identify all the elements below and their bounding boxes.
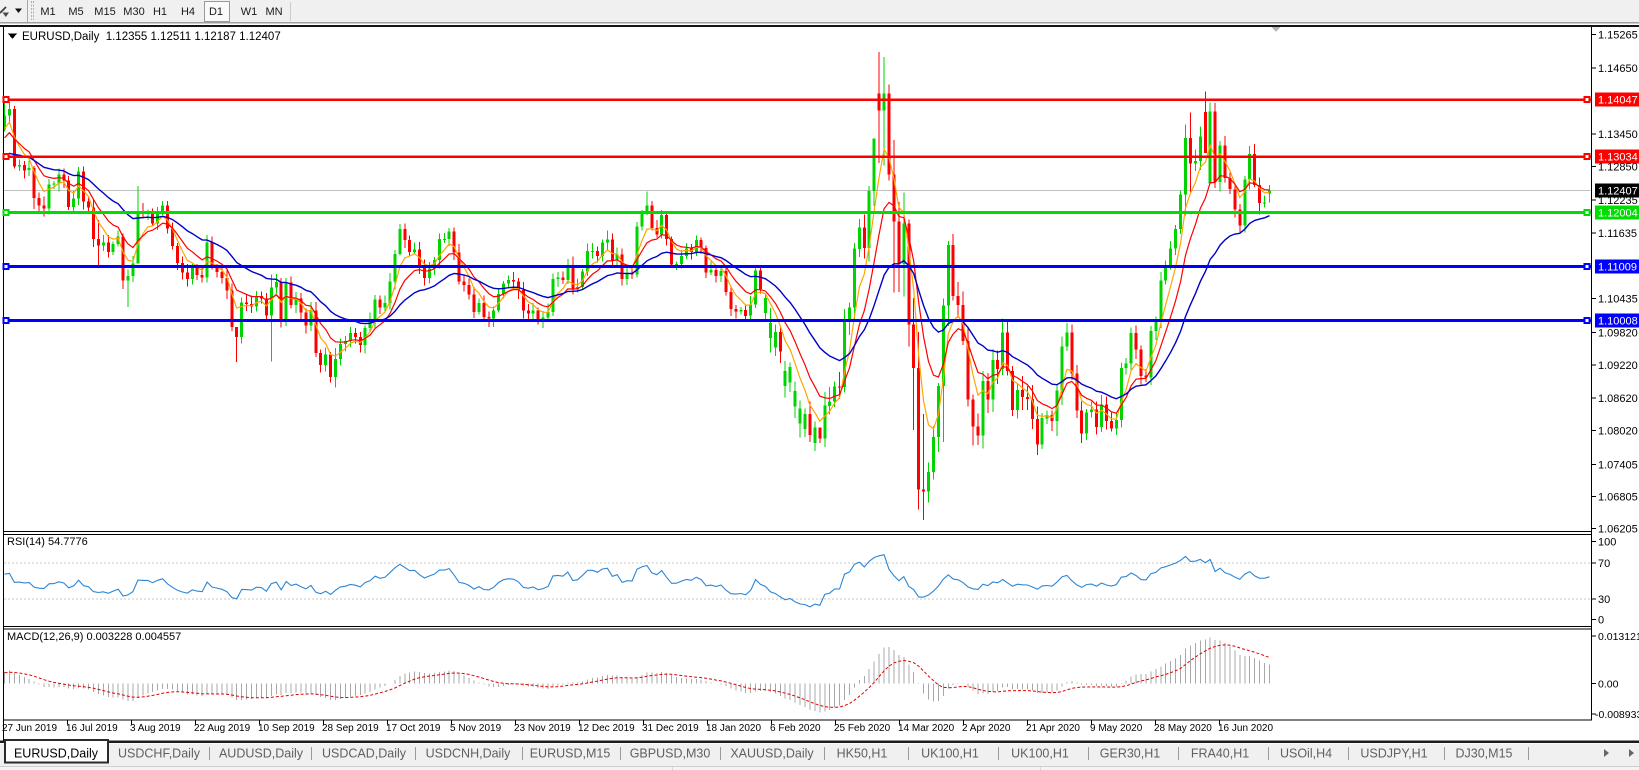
svg-text:27 Jun 2019: 27 Jun 2019 bbox=[2, 723, 57, 734]
svg-text:1.12850: 1.12850 bbox=[1598, 162, 1638, 174]
svg-text:1.12004: 1.12004 bbox=[1598, 207, 1638, 219]
svg-text:MN: MN bbox=[265, 6, 282, 18]
svg-text:-0.008933: -0.008933 bbox=[1595, 709, 1639, 721]
svg-text:H1: H1 bbox=[153, 6, 167, 18]
svg-text:1.14650: 1.14650 bbox=[1598, 63, 1638, 75]
svg-text:UK100,H1: UK100,H1 bbox=[921, 747, 979, 761]
svg-text:1.10008: 1.10008 bbox=[1598, 316, 1638, 328]
svg-text:1.09220: 1.09220 bbox=[1598, 360, 1638, 372]
svg-text:UK100,H1: UK100,H1 bbox=[1011, 747, 1069, 761]
svg-text:DJ30,M15: DJ30,M15 bbox=[1456, 747, 1513, 761]
svg-text:M15: M15 bbox=[94, 6, 115, 18]
svg-text:EURUSD,Daily: EURUSD,Daily bbox=[14, 747, 99, 761]
svg-text:16 Jul 2019: 16 Jul 2019 bbox=[66, 723, 118, 734]
svg-text:31 Dec 2019: 31 Dec 2019 bbox=[642, 723, 699, 734]
svg-text:1.10435: 1.10435 bbox=[1598, 294, 1638, 306]
svg-text:FRA40,H1: FRA40,H1 bbox=[1191, 747, 1249, 761]
svg-text:1.12235: 1.12235 bbox=[1598, 195, 1638, 207]
svg-text:10 Sep 2019: 10 Sep 2019 bbox=[258, 723, 315, 734]
svg-text:1.11009: 1.11009 bbox=[1598, 262, 1637, 274]
svg-text:EURUSD,Daily 1.12355 1.12511: EURUSD,Daily 1.12355 1.12511 1.12187 1.1… bbox=[22, 31, 281, 43]
svg-text:RSI(14) 54.7776: RSI(14) 54.7776 bbox=[7, 536, 88, 548]
svg-text:3 Aug 2019: 3 Aug 2019 bbox=[130, 723, 181, 734]
svg-text:9 May 2020: 9 May 2020 bbox=[1090, 723, 1143, 734]
svg-text:1.13034: 1.13034 bbox=[1598, 152, 1638, 164]
svg-text:1.12407: 1.12407 bbox=[1598, 185, 1638, 197]
svg-text:M30: M30 bbox=[123, 6, 144, 18]
svg-text:22 Aug 2019: 22 Aug 2019 bbox=[194, 723, 251, 734]
svg-text:25 Feb 2020: 25 Feb 2020 bbox=[834, 723, 891, 734]
svg-text:14 Mar 2020: 14 Mar 2020 bbox=[898, 723, 955, 734]
svg-text:D1: D1 bbox=[209, 6, 223, 18]
svg-text:1.06205: 1.06205 bbox=[1598, 524, 1638, 536]
svg-text:18 Jan 2020: 18 Jan 2020 bbox=[706, 723, 761, 734]
svg-text:1.11635: 1.11635 bbox=[1598, 228, 1637, 240]
svg-text:USDCAD,Daily: USDCAD,Daily bbox=[322, 747, 407, 761]
svg-text:USDCNH,Daily: USDCNH,Daily bbox=[426, 747, 511, 761]
svg-text:GBPUSD,M30: GBPUSD,M30 bbox=[630, 747, 711, 761]
svg-text:0.00: 0.00 bbox=[1598, 678, 1619, 690]
svg-text:1.08020: 1.08020 bbox=[1598, 426, 1638, 438]
svg-text:USDCHF,Daily: USDCHF,Daily bbox=[118, 747, 201, 761]
svg-text:HK50,H1: HK50,H1 bbox=[837, 747, 888, 761]
svg-text:H4: H4 bbox=[181, 6, 195, 18]
svg-text:1.14047: 1.14047 bbox=[1598, 95, 1638, 107]
svg-text:21 Apr 2020: 21 Apr 2020 bbox=[1026, 723, 1080, 734]
svg-text:1.15265: 1.15265 bbox=[1598, 30, 1638, 42]
svg-text:M5: M5 bbox=[68, 6, 83, 18]
svg-text:28 Sep 2019: 28 Sep 2019 bbox=[322, 723, 379, 734]
svg-text:16 Jun 2020: 16 Jun 2020 bbox=[1218, 723, 1273, 734]
svg-text:M1: M1 bbox=[40, 6, 55, 18]
svg-text:0: 0 bbox=[1598, 614, 1604, 626]
svg-text:0.013121: 0.013121 bbox=[1598, 631, 1639, 643]
svg-text:EURUSD,M15: EURUSD,M15 bbox=[530, 747, 611, 761]
svg-text:23 Nov 2019: 23 Nov 2019 bbox=[514, 723, 571, 734]
svg-text:17 Oct 2019: 17 Oct 2019 bbox=[386, 723, 441, 734]
svg-text:1.08620: 1.08620 bbox=[1598, 393, 1638, 405]
svg-text:1.06805: 1.06805 bbox=[1598, 492, 1638, 504]
svg-text:MACD(12,26,9) 0.003228 0.00455: MACD(12,26,9) 0.003228 0.004557 bbox=[7, 631, 181, 643]
svg-text:12 Dec 2019: 12 Dec 2019 bbox=[578, 723, 635, 734]
svg-text:28 May 2020: 28 May 2020 bbox=[1154, 723, 1212, 734]
svg-text:AUDUSD,Daily: AUDUSD,Daily bbox=[219, 747, 304, 761]
svg-text:5 Nov 2019: 5 Nov 2019 bbox=[450, 723, 502, 734]
svg-text:1.09820: 1.09820 bbox=[1598, 327, 1638, 339]
svg-text:USDJPY,H1: USDJPY,H1 bbox=[1360, 747, 1427, 761]
svg-text:30: 30 bbox=[1598, 594, 1610, 606]
svg-text:1.07405: 1.07405 bbox=[1598, 459, 1638, 471]
svg-text:XAUUSD,Daily: XAUUSD,Daily bbox=[730, 747, 814, 761]
svg-text:USOil,H4: USOil,H4 bbox=[1280, 747, 1332, 761]
svg-text:6 Feb 2020: 6 Feb 2020 bbox=[770, 723, 821, 734]
svg-text:2 Apr 2020: 2 Apr 2020 bbox=[962, 723, 1011, 734]
svg-text:GER30,H1: GER30,H1 bbox=[1100, 747, 1160, 761]
svg-text:W1: W1 bbox=[241, 6, 258, 18]
svg-text:1.13450: 1.13450 bbox=[1598, 129, 1638, 141]
svg-text:100: 100 bbox=[1598, 537, 1616, 549]
svg-text:70: 70 bbox=[1598, 558, 1610, 570]
